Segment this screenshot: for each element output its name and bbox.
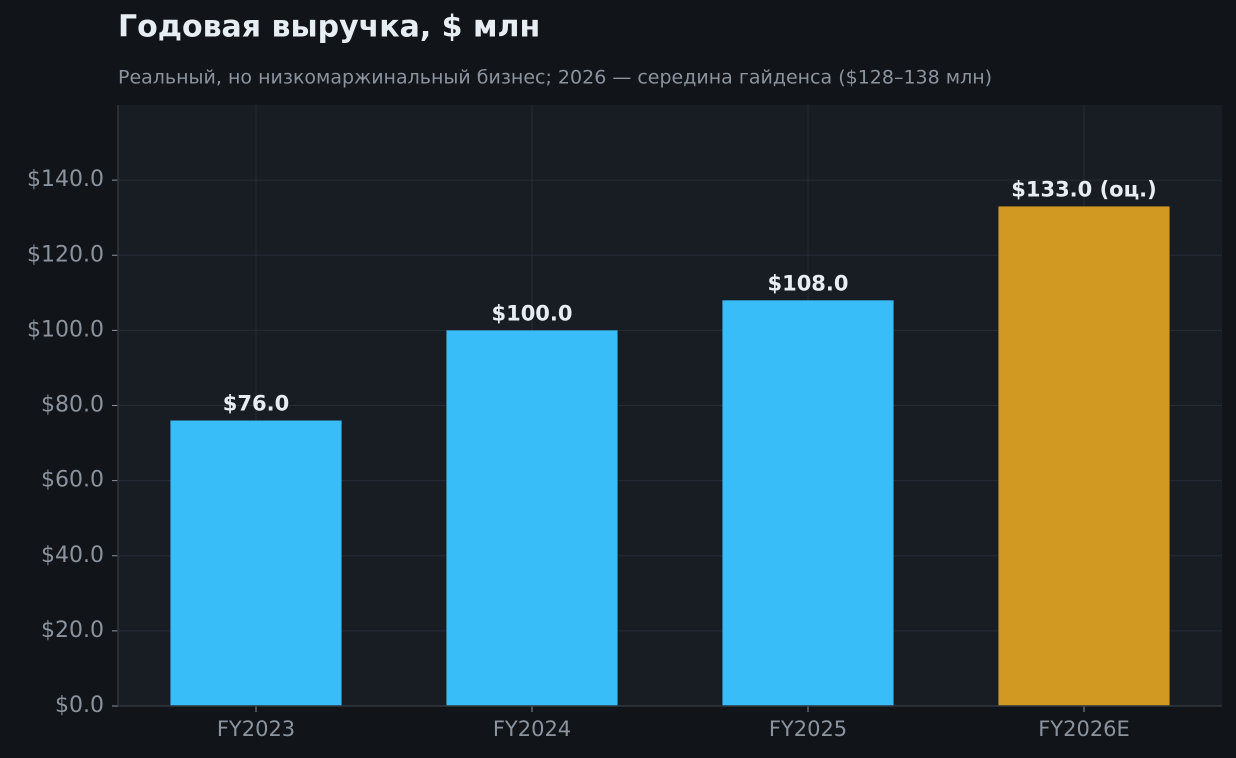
y-tick-label: $60.0 <box>41 468 104 493</box>
chart-subtitle: Реальный, но низкомаржинальный бизнес; 2… <box>118 67 992 89</box>
bar <box>722 300 894 706</box>
y-tick-label: $80.0 <box>41 393 104 418</box>
x-tick-label: FY2023 <box>217 717 295 741</box>
y-tick-label: $140.0 <box>27 167 104 192</box>
bar <box>998 206 1170 706</box>
y-tick-label: $120.0 <box>27 242 104 267</box>
chart-title: Годовая выручка, $ млн <box>118 10 540 45</box>
y-tick-label: $20.0 <box>41 618 104 643</box>
x-tick-label: FY2026E <box>1038 717 1130 741</box>
value-label: $100.0 <box>491 301 572 325</box>
y-tick-label: $0.0 <box>55 693 104 718</box>
x-tick-label: FY2024 <box>493 717 571 741</box>
bar <box>446 330 618 706</box>
value-label: $76.0 <box>223 392 289 416</box>
x-tick-label: FY2025 <box>769 717 847 741</box>
value-label: $108.0 <box>767 271 848 295</box>
y-tick-label: $40.0 <box>41 543 104 568</box>
value-label: $133.0 (оц.) <box>1011 177 1157 201</box>
y-tick-label: $100.0 <box>27 317 104 342</box>
bar <box>170 420 342 706</box>
